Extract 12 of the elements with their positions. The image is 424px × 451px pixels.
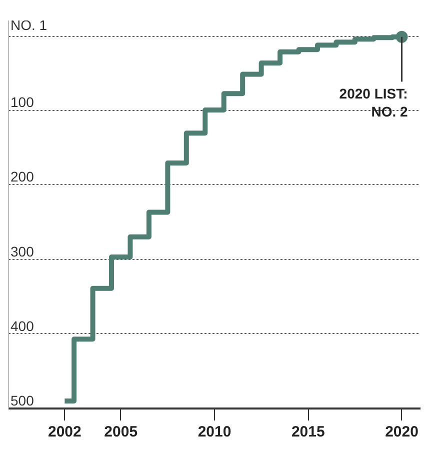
x-tick-label: 2005 xyxy=(104,424,138,440)
y-tick-label: 300 xyxy=(10,243,34,260)
y-tick-label: 200 xyxy=(10,168,34,185)
y-tick-label: 400 xyxy=(10,318,34,334)
y-tick-label: 100 xyxy=(10,94,34,110)
x-tick-label: 2010 xyxy=(198,424,232,440)
y-tick-label: 500 xyxy=(10,392,34,408)
y-tick-label: NO. 1 xyxy=(10,17,48,34)
x-tick-label: 2020 xyxy=(385,424,418,440)
x-tick-label: 2015 xyxy=(291,424,325,440)
x-tick-label: 2002 xyxy=(48,424,82,440)
annotation: 2020 LIST: NO. 2 xyxy=(339,86,408,120)
